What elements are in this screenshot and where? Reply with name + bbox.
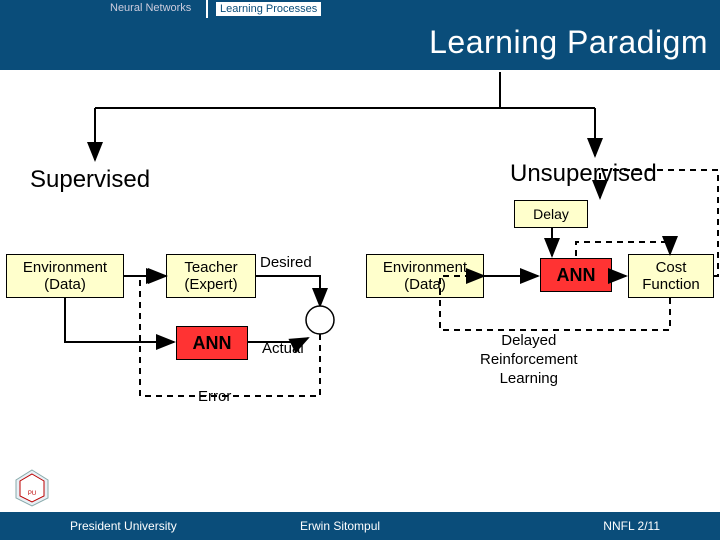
box-teacher-l1: Teacher — [184, 259, 237, 276]
breadcrumb-1: Neural Networks — [110, 2, 191, 14]
label-desired: Desired — [260, 254, 312, 271]
box-ann-right: ANN — [540, 258, 612, 292]
box-cost-l2: Function — [642, 276, 700, 293]
breadcrumb-2: Learning Processes — [216, 2, 321, 16]
box-teacher: Teacher (Expert) — [166, 254, 256, 298]
label-supervised: Supervised — [30, 166, 150, 194]
footer-right: NNFL 2/11 — [603, 519, 660, 533]
box-teacher-l2: (Expert) — [184, 276, 237, 293]
box-environment-right: Environment (Data) — [366, 254, 484, 298]
label-actual: Actual — [262, 340, 304, 357]
box-environment-left-l1: Environment — [23, 259, 107, 276]
university-logo-icon: PU — [12, 468, 52, 508]
box-environment-right-l1: Environment — [383, 259, 467, 276]
box-environment-right-l2: (Data) — [404, 276, 446, 293]
footer-left: President University — [70, 519, 177, 533]
header-breadcrumb-bar: Neural Networks Learning Processes — [0, 0, 720, 18]
svg-text:PU: PU — [28, 491, 36, 497]
label-delayed-reinforcement-learning: Delayed Reinforcement Learning — [480, 332, 578, 388]
footer-bar: President University Erwin Sitompul NNFL… — [0, 512, 720, 540]
box-environment-left: Environment (Data) — [6, 254, 124, 298]
box-cost-l1: Cost — [656, 259, 687, 276]
box-delay: Delay — [514, 200, 588, 228]
footer-center: Erwin Sitompul — [300, 519, 380, 533]
label-error: Error — [198, 388, 231, 405]
breadcrumb-divider — [206, 0, 208, 18]
box-cost-function: Cost Function — [628, 254, 714, 298]
title-bar: Learning Paradigm — [0, 18, 720, 70]
label-unsupervised: Unsupervised — [510, 160, 657, 188]
box-ann-left: ANN — [176, 326, 248, 360]
box-environment-left-l2: (Data) — [44, 276, 86, 293]
slide-title: Learning Paradigm — [429, 24, 708, 61]
